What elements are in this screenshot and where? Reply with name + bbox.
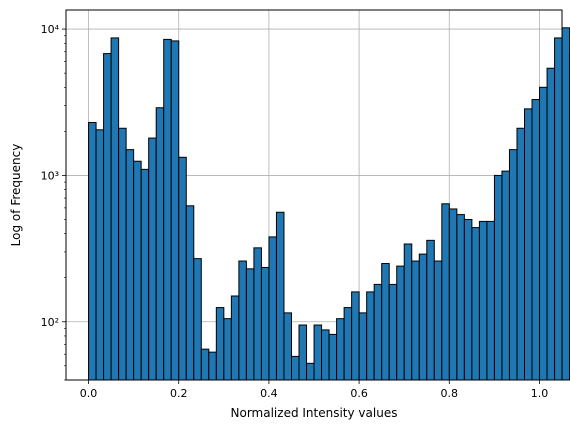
histogram-bar: [238, 260, 247, 381]
histogram-bar: [388, 283, 398, 381]
histogram-bar: [321, 329, 330, 381]
histogram-bar: [501, 170, 510, 381]
histogram-bar: [208, 351, 217, 381]
histogram-bar: [298, 324, 308, 381]
histogram-bar: [381, 263, 390, 381]
histogram-bar: [290, 355, 300, 381]
histogram-bar: [103, 53, 112, 381]
histogram-bar: [118, 127, 127, 381]
histogram-bar: [88, 121, 97, 381]
histogram-bar: [260, 266, 270, 381]
histogram-bar: [148, 137, 157, 381]
histogram-bar: [328, 333, 338, 381]
x-tick-label: 0.2: [170, 387, 188, 400]
histogram-bar: [478, 220, 488, 381]
histogram-bar: [358, 312, 368, 381]
histogram-bar: [524, 108, 533, 381]
histogram-bar: [155, 107, 165, 381]
histogram-bar: [456, 214, 465, 381]
histogram-bar: [486, 220, 495, 381]
histogram-bar: [185, 205, 195, 381]
histogram-bar: [531, 99, 541, 381]
histogram-bar: [493, 174, 503, 381]
histogram-bar: [403, 243, 413, 381]
histogram-bar: [306, 362, 315, 381]
histogram-bar: [140, 168, 150, 381]
histogram-bar: [433, 260, 443, 381]
histogram-bar: [546, 67, 556, 381]
histogram-bar: [554, 37, 563, 381]
histogram-bar: [193, 258, 202, 381]
histogram-bar: [411, 260, 420, 381]
histogram-bar: [396, 265, 405, 381]
histogram-bar: [125, 149, 135, 381]
y-axis-label: Log of Frequency: [9, 144, 23, 247]
histogram-bar: [110, 37, 120, 381]
histogram-bar: [539, 86, 548, 381]
histogram-bar: [133, 160, 142, 381]
histogram-bar: [418, 253, 428, 381]
y-tick-label: 10²: [41, 316, 59, 329]
histogram-bar: [313, 324, 323, 381]
histogram-bar: [215, 307, 225, 381]
histogram-bar: [343, 307, 353, 381]
x-axis-ticks: 0.0 0.2 0.4 0.6 0.8 1.0: [80, 380, 548, 400]
histogram-bar: [426, 239, 435, 381]
histogram-bar: [561, 27, 570, 381]
histogram-bar: [163, 38, 172, 381]
histogram-bar: [245, 268, 255, 381]
histogram-bar: [336, 318, 345, 381]
histogram-bar: [178, 156, 187, 381]
x-tick-label: 0.8: [441, 387, 459, 400]
y-axis-ticks: 10² 10³ 10⁴: [41, 23, 66, 381]
x-tick-label: 0.4: [260, 387, 278, 400]
histogram-bar: [448, 208, 458, 381]
x-axis-label: Normalized Intensity values: [231, 406, 398, 420]
histogram-bar: [366, 291, 375, 381]
x-tick-label: 0.6: [350, 387, 368, 400]
x-tick-label: 1.0: [531, 387, 549, 400]
histogram-bar: [441, 203, 450, 381]
histogram-bar: [223, 318, 232, 381]
histogram-bar: [508, 149, 518, 381]
y-tick-label: 10⁴: [41, 23, 60, 36]
histogram-bar: [516, 127, 526, 381]
histogram-bar: [275, 211, 285, 381]
histogram-bar: [170, 40, 180, 381]
histogram-bar: [351, 291, 360, 381]
plot-frame: [65, 9, 563, 381]
histogram-bar: [283, 312, 292, 381]
histogram-bar: [253, 247, 262, 381]
histogram-bar: [463, 218, 473, 381]
histogram-bar: [200, 348, 210, 381]
x-tick-label: 0.0: [80, 387, 98, 400]
histogram-bar: [268, 236, 277, 381]
histogram-bar: [471, 227, 480, 381]
y-tick-label: 10³: [41, 169, 59, 182]
histogram-bar: [230, 295, 240, 381]
histogram-bar: [95, 129, 105, 381]
histogram-bar: [373, 283, 383, 381]
